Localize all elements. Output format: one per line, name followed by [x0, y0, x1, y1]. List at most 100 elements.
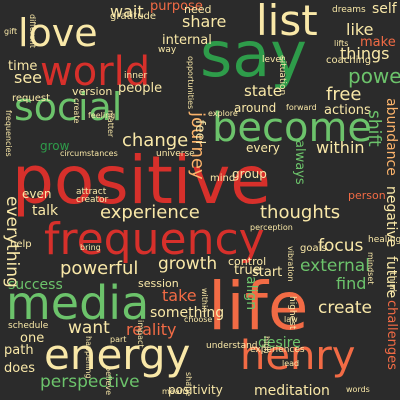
word-love: love	[18, 11, 98, 55]
word-positive: positive	[12, 142, 271, 219]
word-something: something	[150, 305, 225, 321]
word-session: session	[138, 277, 179, 290]
word-perception: perception	[250, 223, 293, 232]
word-self: self	[372, 1, 397, 17]
word-within-small: within	[200, 288, 209, 313]
word-experiences: experiences	[250, 345, 305, 355]
word-every: every	[246, 141, 280, 155]
word-talk: talk	[32, 203, 59, 219]
word-things: things	[340, 44, 390, 63]
word-align: align	[243, 276, 259, 311]
word-meditation: meditation	[254, 383, 330, 399]
word-shape: shape	[184, 372, 193, 397]
word-social: social	[14, 85, 123, 129]
word-way: way	[158, 45, 177, 55]
word-desire: desire	[258, 335, 301, 351]
word-grow: grow	[40, 139, 70, 153]
word-say: say	[200, 18, 307, 91]
word-control: control	[228, 255, 267, 268]
word-energy: energy	[44, 330, 191, 379]
word-life: life	[208, 268, 309, 345]
word-attract: attract	[76, 187, 107, 197]
word-focus: focus	[318, 236, 364, 256]
word-lead: lead	[282, 359, 300, 368]
word-schedule: schedule	[8, 321, 49, 331]
word-powerful: powerful	[60, 258, 139, 279]
word-matter: matter	[106, 110, 115, 138]
word-frequencies: frequencies	[4, 110, 13, 157]
word-like: like	[346, 20, 374, 39]
word-even: even	[22, 187, 52, 201]
word-means: means	[162, 387, 189, 396]
word-success: success	[8, 277, 63, 293]
word-believe: believe	[104, 366, 113, 396]
word-level: level	[262, 55, 284, 65]
word-explore: explore	[208, 109, 238, 118]
word-take: take	[162, 286, 197, 305]
word-words: words	[346, 385, 370, 394]
word-find: find	[336, 274, 367, 293]
word-world: world	[40, 49, 151, 95]
word-request: request	[12, 93, 51, 104]
word-gift: gift	[4, 27, 18, 36]
word-purpose: purpose	[150, 0, 203, 14]
word-change: change	[122, 130, 189, 151]
word-reality: reality	[126, 320, 177, 339]
word-shift: shift	[364, 110, 384, 147]
word-healing: healing	[368, 235, 400, 245]
word-high: high	[262, 336, 271, 354]
word-help: help	[10, 239, 32, 250]
word-circumstances: circumstances	[60, 149, 118, 158]
word-create: create	[318, 298, 372, 318]
word-feel: feel	[192, 120, 207, 145]
word-challenges: challenges	[384, 300, 399, 370]
word-list: list	[256, 0, 318, 45]
word-free: free	[326, 84, 362, 105]
word-people: people	[118, 81, 163, 96]
word-time: time	[8, 59, 38, 74]
word-always: always	[292, 140, 307, 185]
word-law: law	[284, 315, 298, 324]
word-lifts: lifts	[334, 39, 349, 48]
word-bring: bring	[80, 243, 101, 252]
word-universe: universe	[156, 149, 195, 159]
word-abundance: abundance	[383, 98, 399, 176]
word-power: power	[348, 64, 400, 88]
word-person: person	[348, 189, 386, 202]
word-opportunities: opportunities	[186, 56, 195, 110]
word-does: does	[4, 361, 35, 376]
word-internal: internal	[162, 33, 212, 48]
word-impact: impact	[136, 320, 145, 348]
word-see: see	[14, 68, 43, 87]
word-choose: choose	[184, 315, 213, 324]
word-part: part	[110, 335, 127, 344]
word-frequency: frequency	[44, 214, 265, 265]
word-within: within	[316, 138, 365, 157]
word-positivity: positivity	[168, 383, 223, 397]
word-make: make	[360, 35, 396, 50]
word-gratitude: gratitude	[110, 11, 157, 22]
word-dreams: dreams	[332, 5, 366, 15]
word-think: think	[387, 272, 397, 295]
word-experience: experience	[100, 202, 200, 223]
word-become: become	[212, 105, 373, 151]
word-situation: situation	[277, 56, 287, 96]
word-one: one	[20, 331, 45, 346]
word-mindset: mindset	[366, 252, 375, 285]
word-highest: highest	[287, 296, 297, 330]
word-actions: actions	[324, 103, 371, 118]
word-everything: everything	[2, 196, 22, 288]
word-feeling: feeling	[88, 111, 116, 120]
word-around: around	[234, 101, 277, 115]
word-perspective: perspective	[40, 372, 140, 392]
word-happening: happening	[84, 336, 93, 379]
word-vibration: vibration	[286, 246, 295, 282]
word-media: media	[6, 276, 150, 330]
word-thoughts: thoughts	[260, 202, 341, 223]
word-negative: negative	[383, 186, 399, 248]
word-want: want	[68, 318, 110, 338]
word-start: start	[252, 265, 283, 280]
word-state: state	[244, 82, 282, 100]
word-share: share	[182, 12, 227, 31]
